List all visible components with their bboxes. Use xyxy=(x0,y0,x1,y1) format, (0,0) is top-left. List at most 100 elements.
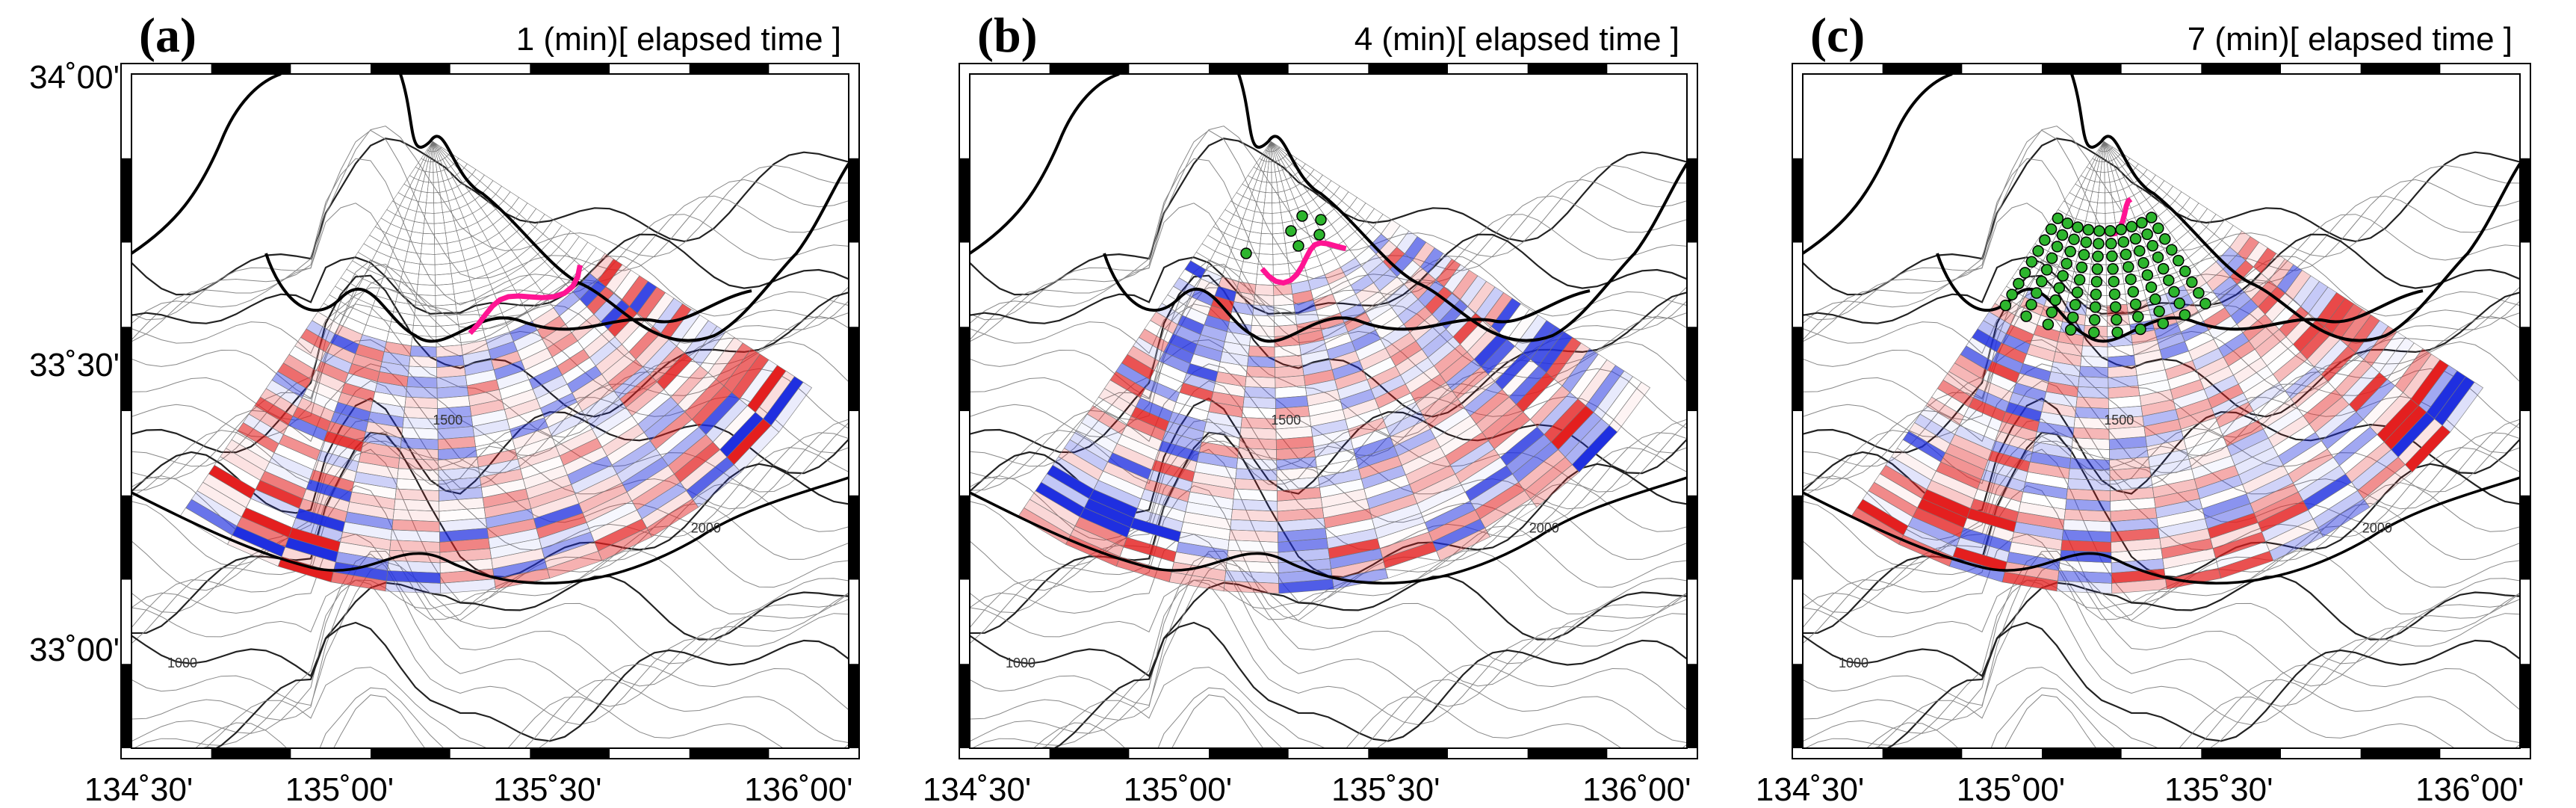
station xyxy=(2046,252,2058,265)
station xyxy=(2108,275,2120,288)
contour-line xyxy=(214,621,849,748)
fan-cell xyxy=(1238,437,1277,450)
frame-tick xyxy=(959,158,970,243)
contour-line xyxy=(1803,274,2520,454)
frame-tick xyxy=(2360,64,2441,74)
contour-line xyxy=(970,276,1687,399)
fan-cell xyxy=(1243,386,1276,399)
station xyxy=(2093,238,2105,250)
contour-label: 2000 xyxy=(691,520,721,535)
contour-line xyxy=(1803,419,2520,541)
lon-label: 135˚30' xyxy=(1331,771,1440,808)
station xyxy=(2179,265,2191,277)
station xyxy=(2104,225,2117,237)
station xyxy=(2107,263,2119,275)
contour-line xyxy=(201,694,849,748)
fan-cell xyxy=(2081,345,2108,358)
contour-line xyxy=(1039,694,1687,748)
frame-outer xyxy=(1792,63,2531,759)
contour-line xyxy=(1803,576,2520,678)
fan-cell xyxy=(1223,580,1280,594)
fan-cell xyxy=(1252,304,1275,317)
fan-cell xyxy=(406,376,438,389)
station xyxy=(2193,287,2205,299)
frame-tick xyxy=(530,748,610,759)
frame-tick xyxy=(849,495,859,580)
coastline xyxy=(970,476,1687,585)
station xyxy=(2019,267,2031,279)
station xyxy=(2157,262,2170,275)
station xyxy=(1240,247,1252,259)
station xyxy=(2066,311,2079,324)
station xyxy=(2134,244,2146,257)
station xyxy=(2129,298,2142,310)
station xyxy=(1296,210,1308,222)
contour-label: 1000 xyxy=(167,656,197,670)
fan-cell xyxy=(385,580,442,594)
contour-line xyxy=(970,419,1687,567)
source-line xyxy=(468,265,583,336)
station xyxy=(2051,241,2063,253)
contour-line xyxy=(1803,485,2520,629)
station xyxy=(1285,225,1297,237)
contour-line xyxy=(131,549,849,638)
contour-line xyxy=(1886,621,2520,748)
contour-line xyxy=(1803,431,2520,614)
station xyxy=(2056,229,2069,241)
contour-line xyxy=(970,126,1687,321)
station xyxy=(2137,257,2149,269)
station xyxy=(2125,220,2138,233)
contour-line xyxy=(970,550,1687,721)
contour-line xyxy=(1803,233,2520,324)
lon-label: 135˚30' xyxy=(2164,771,2273,808)
station xyxy=(2132,311,2144,323)
station xyxy=(2040,264,2053,276)
frame-tick xyxy=(1792,327,1803,411)
frame-tick xyxy=(371,64,451,74)
contour-line xyxy=(970,259,1687,438)
contour-line xyxy=(970,339,1687,480)
frame-tick xyxy=(2042,64,2122,74)
contour-line xyxy=(970,158,1687,341)
contour-line xyxy=(970,432,1687,591)
contour-line xyxy=(131,485,849,629)
contour-line xyxy=(132,579,849,748)
fan-cell xyxy=(1245,366,1276,378)
station xyxy=(2092,250,2104,262)
fan-cell xyxy=(409,356,437,368)
frame-tick xyxy=(1527,748,1608,759)
contour-line xyxy=(205,663,849,748)
frame-tick xyxy=(530,64,610,74)
contour-line xyxy=(1803,259,2520,438)
fan-cell xyxy=(404,396,438,409)
station xyxy=(2141,269,2154,281)
lat-label: 34˚00' xyxy=(29,59,120,96)
contour-line xyxy=(131,561,849,706)
lon-label: 134˚30' xyxy=(84,771,193,808)
station xyxy=(2152,251,2164,263)
frame-tick xyxy=(849,327,859,411)
frame-tick xyxy=(211,64,291,74)
contour-line xyxy=(131,448,849,644)
frame-tick xyxy=(849,664,859,748)
station xyxy=(1292,240,1304,252)
station xyxy=(2173,297,2185,309)
contour-label: 1500 xyxy=(2104,413,2134,428)
station xyxy=(2082,223,2095,236)
station xyxy=(2006,289,2018,300)
contour-label: 1000 xyxy=(1006,656,1035,670)
fan-cell xyxy=(405,386,438,399)
contour-line xyxy=(131,431,849,614)
frame-outer xyxy=(959,63,1698,759)
frame-tick xyxy=(1882,748,1963,759)
contour-line xyxy=(131,576,849,678)
contour-label: 2000 xyxy=(2362,520,2392,535)
contour-line xyxy=(970,485,1687,629)
frame-tick xyxy=(1792,495,1803,580)
contour-line xyxy=(131,158,849,341)
frame-tick xyxy=(1049,748,1130,759)
contour-line xyxy=(1803,553,2520,742)
contour-line xyxy=(1053,621,1687,748)
frame-tick xyxy=(849,158,859,243)
fan-cell xyxy=(397,457,439,471)
